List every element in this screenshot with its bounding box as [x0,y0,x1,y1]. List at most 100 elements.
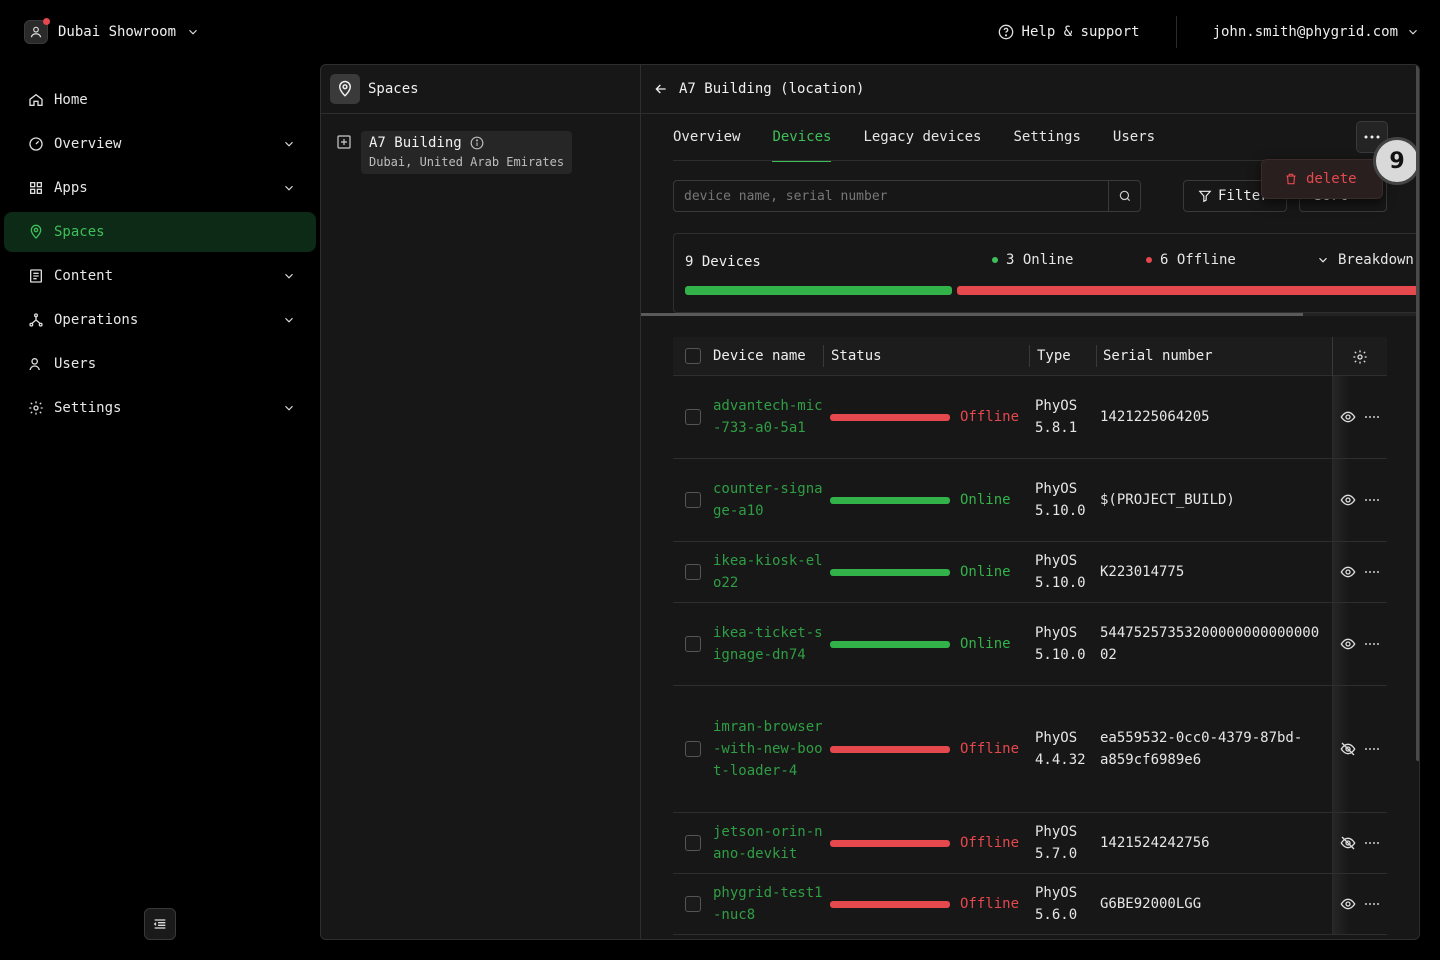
row-checkbox[interactable] [685,896,701,912]
visibility-toggle[interactable] [1340,835,1356,851]
chevron-down-icon[interactable] [282,181,296,195]
device-name-link[interactable]: advantech-mic-733-a0-5a1 [713,398,823,436]
status-indicator: Offline [830,406,1028,428]
status-indicator: Offline [830,738,1028,760]
sidebar-item-users[interactable]: Users [4,344,316,384]
tree-node-a7-building[interactable]: A7 Building Dubai, United Arab Emirates [337,131,573,174]
device-name-link[interactable]: jetson-orin-nano-devkit [713,824,823,862]
row-checkbox[interactable] [685,492,701,508]
table-row[interactable]: phygrid-test1-nuc8 Offline PhyOS 5.6.0 G6BE… [673,874,1387,935]
sidebar-item-home[interactable]: Home [4,80,316,120]
table-row[interactable]: ikea-kiosk-elo22 Online PhyOS 5.10.0 K22301… [673,542,1387,603]
device-name-link[interactable]: phygrid-test1-nuc8 [713,885,823,923]
space-node-name: A7 Building [369,135,462,151]
tab-overview[interactable]: Overview [673,129,741,145]
sidebar-item-settings[interactable]: Settings [4,388,316,428]
row-more-button[interactable] [1364,747,1380,751]
device-name-link[interactable]: ikea-kiosk-elo22 [713,553,823,591]
chevron-down-icon[interactable] [282,401,296,415]
chevron-down-icon[interactable] [282,269,296,283]
chevron-down-icon[interactable] [282,137,296,151]
gear-icon [26,398,46,418]
column-device-name[interactable]: Device name [713,348,806,364]
expand-plus-icon[interactable] [337,135,351,149]
row-more-button[interactable] [1364,902,1380,906]
row-more-button[interactable] [1364,570,1380,574]
visibility-toggle[interactable] [1340,896,1356,912]
help-label: Help & support [1021,24,1140,40]
tab-legacy-devices[interactable]: Legacy devices [863,129,982,145]
delete-menu-item[interactable]: delete [1261,159,1383,199]
table-row[interactable]: jetson-orin-nano-devkit Offline PhyOS 5.7.… [673,813,1387,874]
device-type: PhyOS 4.4.32 [1035,730,1086,768]
column-serial-number[interactable]: Serial number [1103,348,1213,364]
chevron-down-icon[interactable] [282,313,296,327]
visibility-toggle[interactable] [1340,492,1356,508]
tab-devices[interactable]: Devices [772,114,832,162]
workspace-switcher[interactable]: Dubai Showroom [24,18,200,46]
sidebar-item-label: Operations [54,312,139,328]
apps-grid-icon [26,178,46,198]
table-row[interactable]: advantech-mic-733-a0-5a1 Offline PhyOS 5.8… [673,376,1387,459]
sidebar-item-content[interactable]: Content [4,256,316,296]
row-checkbox[interactable] [685,409,701,425]
sidebar-item-apps[interactable]: Apps [4,168,316,208]
serial-number: K223014775 [1100,564,1185,580]
row-more-button[interactable] [1364,841,1380,845]
device-type: PhyOS 5.10.0 [1035,553,1086,591]
table-row[interactable]: imran-browser-with-new-boot-loader-4 Offl… [673,686,1387,813]
device-name-link[interactable]: ikea-ticket-signage-dn74 [713,625,823,663]
tab-settings[interactable]: Settings [1013,129,1081,145]
visibility-toggle[interactable] [1340,636,1356,652]
status-label: Offline [960,409,1020,425]
row-checkbox[interactable] [685,636,701,652]
tab-users[interactable]: Users [1112,129,1156,145]
row-more-button[interactable] [1364,498,1380,502]
status-label: Offline [960,835,1020,851]
home-icon [26,90,46,110]
column-type[interactable]: Type [1037,348,1071,364]
notification-dot [43,18,50,25]
user-icon [30,26,42,38]
users-icon [26,354,46,374]
sidebar-item-spaces[interactable]: Spaces [4,212,316,252]
more-horizontal-icon [1364,571,1379,573]
user-menu[interactable]: john.smith@phygrid.com [1213,24,1420,40]
row-checkbox[interactable] [685,564,701,580]
vertical-scrollbar[interactable] [1416,65,1419,761]
sidebar-item-label: Overview [54,136,122,152]
sidebar-item-overview[interactable]: Overview [4,124,316,164]
sidebar-item-label: Users [54,356,97,372]
column-status[interactable]: Status [831,348,882,364]
row-checkbox[interactable] [685,835,701,851]
row-more-button[interactable] [1364,642,1380,646]
device-search [673,180,1141,212]
device-name-link[interactable]: imran-browser-with-new-boot-loader-4 [713,719,823,779]
column-divider [1096,345,1097,367]
device-name-link[interactable]: counter-signage-a10 [713,481,823,519]
back-arrow-icon[interactable] [653,81,669,97]
status-indicator: Online [830,489,1028,511]
table-settings-button[interactable] [1332,337,1387,376]
horizontal-scrollbar[interactable] [641,313,1419,316]
visibility-toggle[interactable] [1340,741,1356,757]
collapse-sidebar-button[interactable] [144,908,176,940]
visibility-toggle[interactable] [1340,409,1356,425]
select-all-checkbox[interactable] [685,348,701,364]
table-row[interactable]: counter-signage-a10 Online PhyOS 5.10.0 $(P… [673,459,1387,542]
map-pin-icon [26,222,46,242]
space-node-card[interactable]: A7 Building Dubai, United Arab Emirates [361,131,573,174]
scrollbar-thumb[interactable] [641,313,1303,316]
search-button[interactable] [1108,181,1140,211]
chevron-down-icon [1409,29,1417,35]
device-search-input[interactable] [674,181,1108,211]
visibility-toggle[interactable] [1340,564,1356,580]
row-more-button[interactable] [1364,415,1380,419]
row-checkbox[interactable] [685,741,701,757]
spaces-title: Spaces [368,81,419,97]
table-row[interactable]: ikea-ticket-signage-dn74 Online PhyOS 5.10… [673,603,1387,686]
breakdown-toggle[interactable]: Breakdown [1316,252,1414,268]
info-icon[interactable] [470,136,484,150]
help-support-link[interactable]: Help & support [998,24,1140,40]
sidebar-item-operations[interactable]: Operations [4,300,316,340]
